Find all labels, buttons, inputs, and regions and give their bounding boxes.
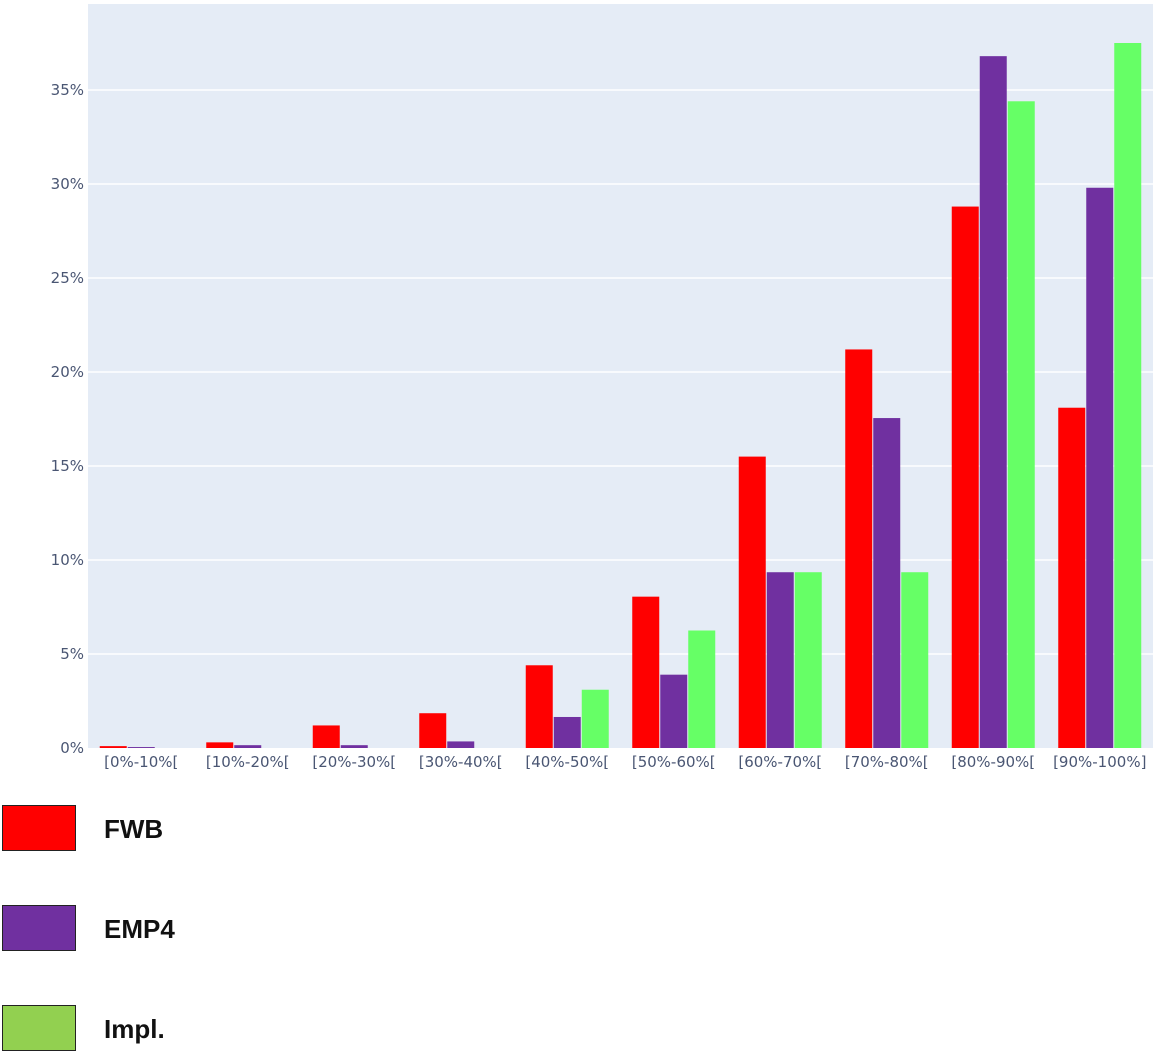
bar-fwb-6 <box>738 456 766 748</box>
bar-impl-4 <box>581 689 609 748</box>
bar-emp4-2 <box>340 745 368 748</box>
x-tick-label: [70%-80%[ <box>845 753 929 771</box>
bar-impl-9 <box>1114 43 1142 748</box>
x-tick-label: [10%-20%[ <box>206 753 290 771</box>
bar-emp4-5 <box>660 674 688 748</box>
legend-label: Impl. <box>104 1014 165 1044</box>
gridlines <box>88 89 1153 655</box>
bar-emp4-6 <box>766 572 794 748</box>
legend-swatch <box>2 905 76 951</box>
x-tick-label: [40%-50%[ <box>525 753 609 771</box>
x-tick-label: [80%-90%[ <box>951 753 1035 771</box>
x-tick-label: [0%-10%[ <box>104 753 178 771</box>
bar-impl-6 <box>794 572 822 748</box>
y-tick-label: 25% <box>51 269 84 287</box>
legend-swatch <box>2 805 76 851</box>
y-axis-ticks: 0% 5% 10% 15% 20% 25% 30% 35% <box>51 81 84 757</box>
y-tick-label: 30% <box>51 175 84 193</box>
x-tick-label: [90%-100%] <box>1053 753 1146 771</box>
bar-emp4-8 <box>979 56 1007 749</box>
bar-fwb-5 <box>632 596 660 748</box>
y-tick-label: 0% <box>60 739 84 757</box>
y-tick-label: 20% <box>51 363 84 381</box>
legend: FWB EMP4 Impl. <box>0 805 1169 1053</box>
bar-fwb-9 <box>1058 407 1086 748</box>
bar-emp4-7 <box>873 418 901 748</box>
y-tick-label: 15% <box>51 457 84 475</box>
x-tick-label: [20%-30%[ <box>312 753 396 771</box>
legend-swatch <box>2 1005 76 1051</box>
bar-impl-7 <box>901 572 929 748</box>
bar-emp4-0 <box>127 747 155 748</box>
bar-chart: 0% 5% 10% 15% 20% 25% 30% 35% [0%-10%[ [10%-20%[… <box>51 4 1153 771</box>
bars <box>99 43 1142 749</box>
legend-item: EMP4 <box>0 905 400 955</box>
x-axis-ticks: [0%-10%[ [10%-20%[ [20%-30%[ [30%-40%[ [40%-… <box>104 753 1146 771</box>
bar-fwb-3 <box>419 713 447 748</box>
bar-emp4-9 <box>1086 187 1114 748</box>
bar-emp4-1 <box>234 745 262 748</box>
bar-emp4-4 <box>553 716 581 748</box>
bar-fwb-1 <box>206 742 234 748</box>
y-tick-label: 10% <box>51 551 84 569</box>
legend-item: FWB <box>0 805 400 855</box>
bar-impl-8 <box>1007 101 1035 748</box>
y-tick-label: 5% <box>60 645 84 663</box>
legend-item: Impl. <box>0 1005 400 1055</box>
legend-label: FWB <box>104 814 164 844</box>
x-tick-label: [60%-70%[ <box>738 753 822 771</box>
x-tick-label: [50%-60%[ <box>632 753 716 771</box>
legend-label: EMP4 <box>104 914 175 944</box>
bar-fwb-2 <box>312 725 340 748</box>
bar-emp4-3 <box>447 741 475 748</box>
bar-fwb-0 <box>99 746 127 748</box>
x-tick-label: [30%-40%[ <box>419 753 503 771</box>
bar-impl-5 <box>688 630 716 748</box>
bar-fwb-7 <box>845 349 873 748</box>
bar-fwb-4 <box>525 665 553 748</box>
y-tick-label: 35% <box>51 81 84 99</box>
bar-fwb-8 <box>951 206 979 748</box>
